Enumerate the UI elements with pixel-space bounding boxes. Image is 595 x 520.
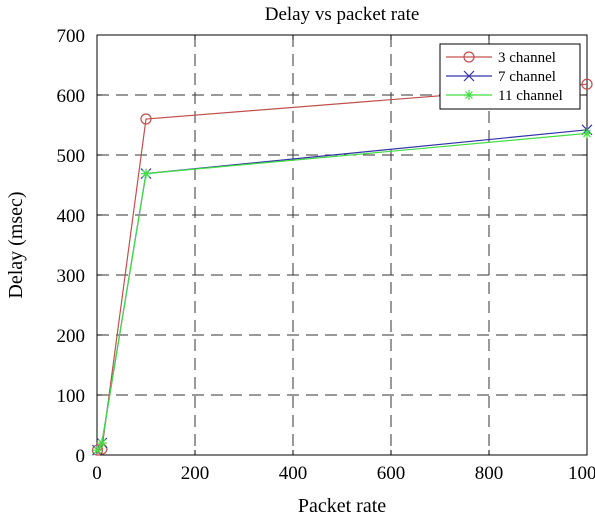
data-point-marker (464, 90, 474, 100)
chart-title: Delay vs packet rate (265, 4, 420, 25)
data-point-marker (582, 128, 592, 139)
data-point-marker (92, 445, 103, 456)
legend: 3 channel 7 channel 11 channel (439, 43, 581, 110)
y-tick-label: 100 (57, 386, 86, 407)
legend-label: 3 channel (498, 50, 556, 66)
data-point-marker (463, 51, 475, 63)
data-point-marker (463, 70, 475, 82)
data-point-marker (141, 168, 151, 179)
legend-item: 7 channel (446, 69, 556, 85)
legend-item: 11 channel (446, 88, 563, 104)
series-line (96, 132, 588, 451)
data-point-marker (581, 78, 593, 90)
series-2 (92, 124, 593, 456)
x-axis-label: Packet rate (298, 495, 386, 517)
series-line (96, 129, 588, 451)
y-tick-label: 400 (57, 206, 86, 227)
series-3 (92, 128, 592, 456)
x-tick-label: 0 (92, 463, 102, 484)
y-tick-label: 300 (57, 266, 86, 287)
data-point-marker (140, 113, 152, 125)
series-group (91, 78, 593, 456)
x-tick-label: 800 (475, 463, 504, 484)
data-point-marker (96, 438, 107, 448)
plot-area (96, 34, 588, 456)
y-tick-label: 600 (57, 86, 86, 107)
x-tick-label: 400 (279, 463, 308, 484)
series-line (97, 83, 588, 451)
y-axis-label: Delay (msec) (5, 191, 27, 298)
x-tick-label: 600 (377, 463, 406, 484)
x-tick-label: 200 (181, 463, 210, 484)
legend-label: 7 channel (498, 69, 556, 85)
y-tick-label: 200 (57, 326, 86, 347)
legend-label: 11 channel (498, 88, 563, 104)
y-tick-label: 700 (57, 26, 86, 47)
y-tick-label: 0 (76, 446, 86, 467)
legend-item: 3 channel (446, 50, 556, 66)
y-tick-label: 500 (57, 146, 86, 167)
series-1 (91, 78, 593, 456)
